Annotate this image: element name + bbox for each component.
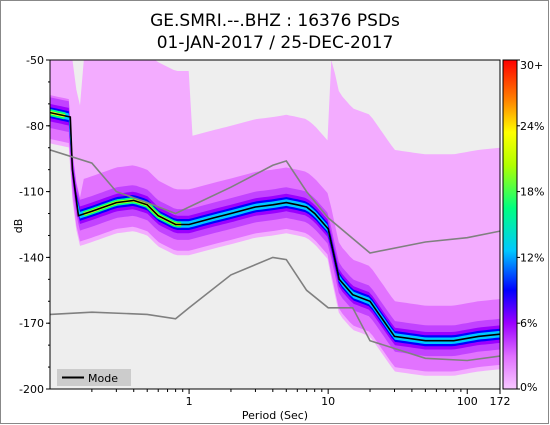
density-band [50, 97, 500, 357]
legend-mode-label: Mode [88, 372, 118, 385]
colorbar-tick-label: 18% [520, 186, 544, 199]
y-tick-label: -200 [19, 383, 44, 396]
y-tick-label: -50 [26, 54, 44, 67]
series-line-mode [50, 111, 500, 342]
chart-title-line1: GE.SMRI.--.BHZ : 16376 PSDs [150, 11, 400, 31]
chart-title-line2: 01-JAN-2017 / 25-DEC-2017 [157, 33, 394, 53]
x-axis-label: Period (Sec) [242, 409, 308, 422]
colorbar-tick-label: 30+ [520, 59, 543, 72]
x-tick-label: 1 [186, 395, 193, 408]
y-tick-label: -110 [19, 186, 44, 199]
legend-box [57, 369, 131, 386]
series-line-nlnm [50, 256, 500, 362]
legend: Mode [57, 369, 131, 386]
colorbar [502, 59, 518, 390]
colorbar-tick-label: 12% [520, 251, 544, 264]
axes: -50 -80 -110 -140 -170 -200 1 10 100 172 [19, 54, 510, 408]
y-tick-label: -140 [19, 251, 44, 264]
colorbar-tick-label: 24% [520, 120, 544, 133]
colorbar-tick-label: 0% [520, 381, 537, 394]
series-line-nhnm [50, 149, 500, 254]
colorbar-labels: 0% 6% 12% 18% 24% 30+ [517, 59, 544, 394]
y-tick-label: -80 [26, 120, 44, 133]
x-tick-label: 10 [321, 395, 335, 408]
y-axis-label: dB [12, 219, 25, 234]
y-tick-label: -170 [19, 317, 44, 330]
x-tick-label: 100 [457, 395, 478, 408]
series-lines [50, 111, 500, 362]
plot-border [49, 59, 501, 390]
density-band [50, 95, 500, 372]
colorbar-tick-label: 6% [520, 317, 537, 330]
x-tick-label: 172 [490, 395, 511, 408]
